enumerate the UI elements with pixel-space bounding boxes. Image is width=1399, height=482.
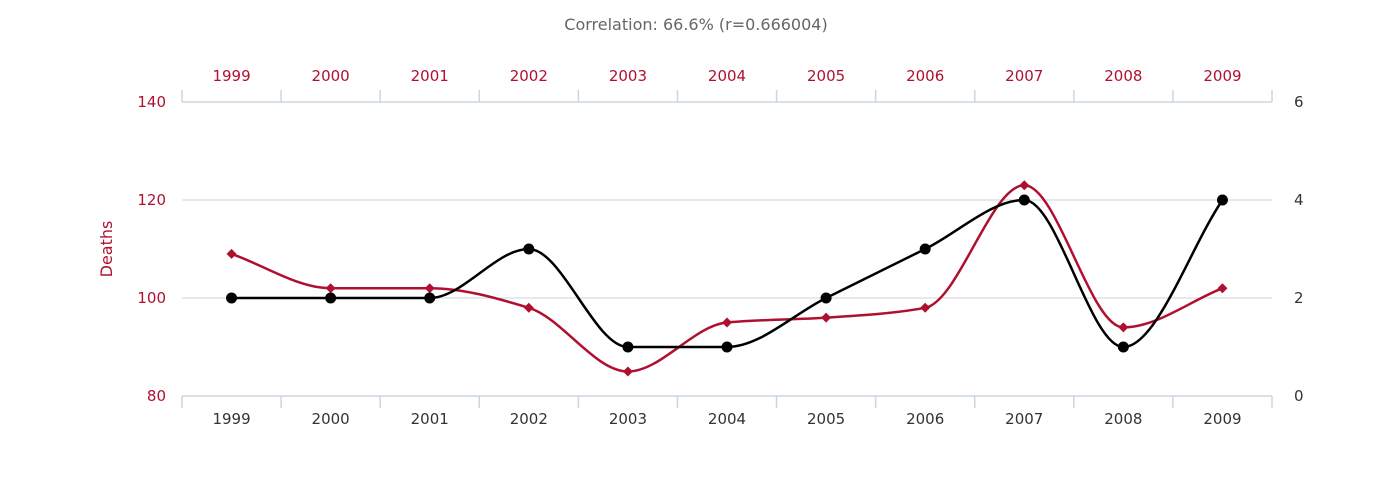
data-point-diamond: [622, 366, 633, 377]
x-tick-top: 2005: [807, 67, 845, 85]
x-tick-top: 1999: [212, 67, 250, 85]
data-point-circle: [523, 243, 535, 255]
y-tick-left: 120: [137, 191, 166, 209]
x-tick-top: 2008: [1104, 67, 1142, 85]
gridlines: [182, 101, 1272, 299]
x-tick-bottom: 1999: [212, 410, 250, 428]
x-tick-top: 2000: [312, 67, 350, 85]
data-point-circle: [226, 292, 238, 304]
x-tick-top: 2002: [510, 67, 548, 85]
x-tick-top: 2007: [1005, 67, 1043, 85]
y-axis-left-label: Deaths: [97, 221, 116, 278]
x-tick-top: 2009: [1203, 67, 1241, 85]
data-point-diamond: [1217, 283, 1228, 294]
x-tick-bottom: 2006: [906, 410, 944, 428]
data-point-circle: [919, 243, 931, 255]
data-point-diamond: [523, 302, 534, 313]
x-tick-bottom: 2008: [1104, 410, 1142, 428]
data-point-diamond: [821, 312, 832, 323]
series-line-1: [231, 184, 1223, 373]
data-point-circle: [820, 292, 832, 304]
x-tick-bottom: 2000: [312, 410, 350, 428]
data-point-circle: [424, 292, 436, 304]
data-point-circle: [1018, 194, 1030, 206]
x-tick-top: 2004: [708, 67, 746, 85]
x-tick-bottom: 2007: [1005, 410, 1043, 428]
y-tick-right: 4: [1294, 191, 1304, 209]
data-point-diamond: [1019, 180, 1030, 191]
x-tick-bottom: 2005: [807, 410, 845, 428]
axes: 80 100 120 140 0 2 4 6 1999 1999 2000 2000 2001 2001 2…: [137, 67, 1303, 428]
data-point-diamond: [920, 302, 931, 313]
x-tick-bottom: 2003: [609, 410, 647, 428]
data-point-circle: [622, 341, 634, 353]
x-tick-bottom: 2004: [708, 410, 746, 428]
x-tick-bottom: 2002: [510, 410, 548, 428]
y-tick-left: 80: [147, 387, 166, 405]
chart-title: Correlation: 66.6% (r=0.666004): [564, 15, 827, 34]
data-point-circle: [325, 292, 337, 304]
x-tick-top: 2001: [411, 67, 449, 85]
y-tick-right: 0: [1294, 387, 1304, 405]
data-point-diamond: [424, 283, 435, 294]
data-point-diamond: [325, 283, 336, 294]
data-point-circle: [721, 341, 733, 353]
series-layer: [226, 180, 1228, 377]
data-point-diamond: [226, 248, 237, 259]
data-point-circle: [1216, 194, 1228, 206]
y-tick-left: 140: [137, 93, 166, 111]
data-point-diamond: [722, 317, 732, 328]
x-tick-top: 2006: [906, 67, 944, 85]
x-tick-bottom: 2009: [1203, 410, 1241, 428]
y-tick-left: 100: [137, 289, 166, 307]
x-tick-top: 2003: [609, 67, 647, 85]
data-point-circle: [1117, 341, 1129, 353]
y-tick-right: 6: [1294, 93, 1304, 111]
y-tick-right: 2: [1294, 289, 1304, 307]
data-point-diamond: [1118, 322, 1129, 333]
x-tick-bottom: 2001: [411, 410, 449, 428]
